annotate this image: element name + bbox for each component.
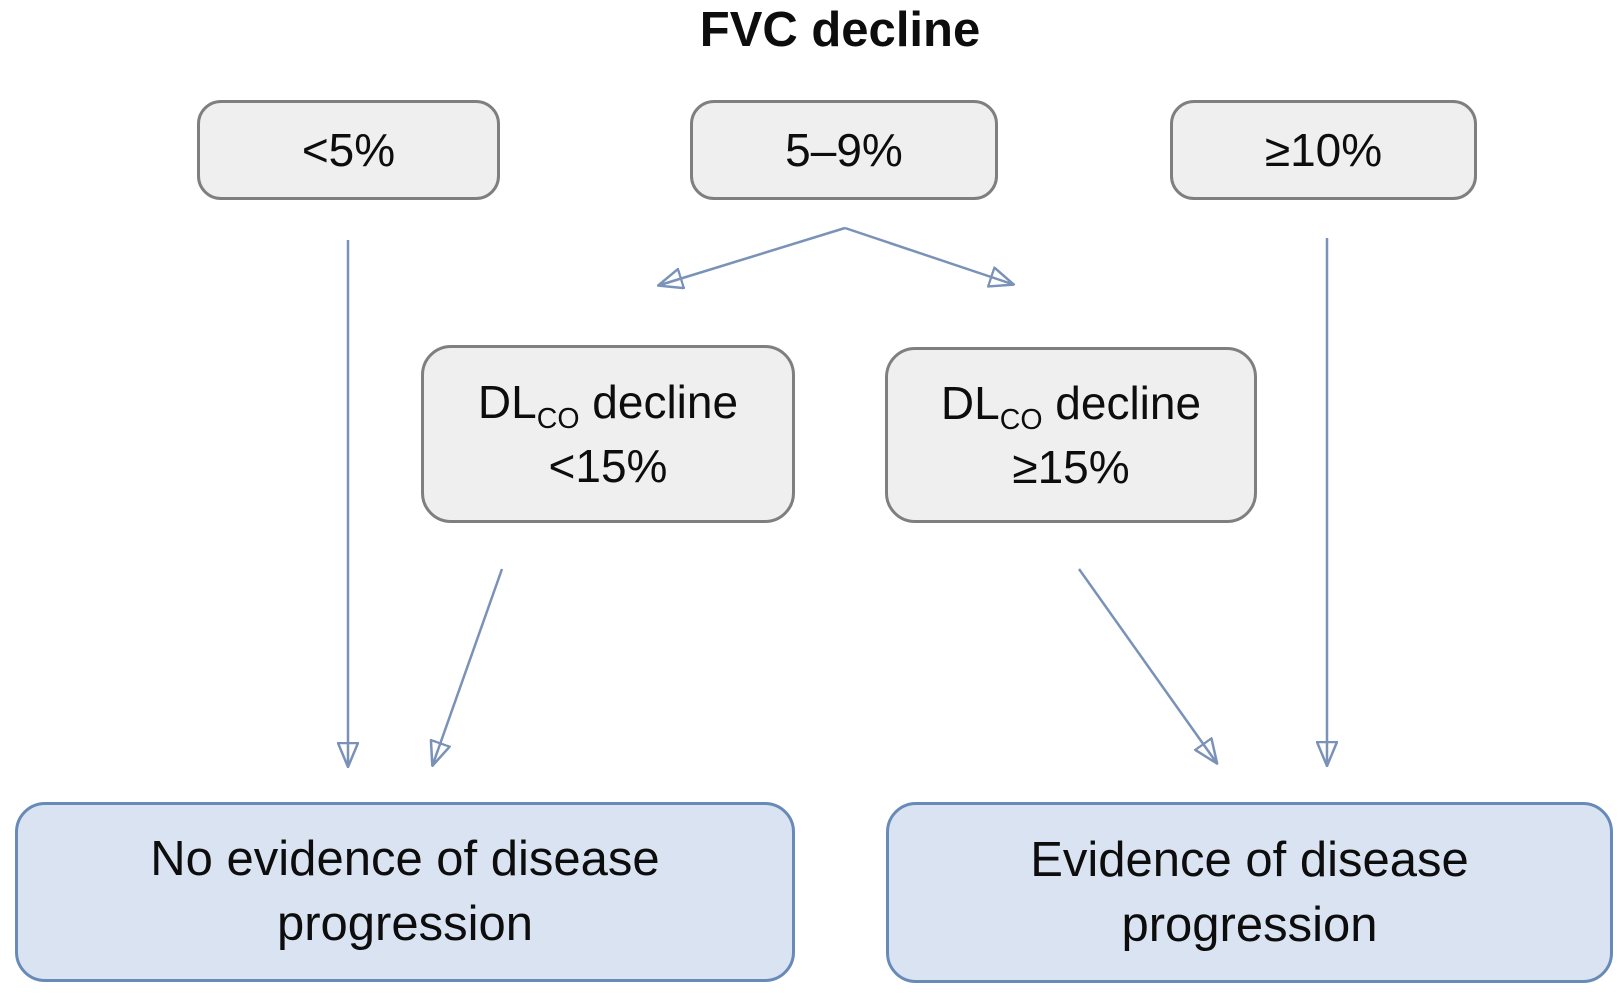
node-no-evidence-of-progression: No evidence of disease progression bbox=[15, 802, 795, 982]
diagram-title: FVC decline bbox=[699, 3, 981, 57]
node-label: 5–9% bbox=[785, 123, 903, 176]
arrow-dlco-lt15-to-no-progression bbox=[433, 568, 504, 764]
node-fvc-decline-lt5: <5% bbox=[197, 100, 500, 200]
dlco-subscript: CO bbox=[536, 402, 580, 435]
dlco-subscript: CO bbox=[999, 403, 1043, 436]
node-evidence-of-progression: Evidence of disease progression bbox=[886, 802, 1613, 983]
node-fvc-decline-ge10: ≥10% bbox=[1170, 100, 1477, 200]
arrow-dlco-ge15-to-progression bbox=[1077, 568, 1216, 762]
node-label: <5% bbox=[301, 123, 396, 176]
node-label-line1: DLCO decline bbox=[940, 376, 1202, 436]
node-label-line1: DLCO decline bbox=[477, 375, 739, 435]
node-fvc-decline-5to9: 5–9% bbox=[690, 100, 998, 200]
node-dlco-decline-ge15: DLCO decline ≥15% bbox=[885, 347, 1257, 523]
arrow-5to9-to-dlco-lt15 bbox=[660, 226, 846, 285]
node-dlco-decline-lt15: DLCO decline <15% bbox=[421, 345, 795, 523]
arrow-5to9-to-dlco-ge15 bbox=[844, 226, 1012, 284]
node-label-line2: ≥15% bbox=[1012, 441, 1130, 493]
node-label-line2: <15% bbox=[548, 440, 668, 492]
node-label: No evidence of disease progression bbox=[150, 832, 660, 951]
node-label: ≥10% bbox=[1264, 123, 1383, 176]
node-label: Evidence of disease progression bbox=[1030, 832, 1469, 952]
